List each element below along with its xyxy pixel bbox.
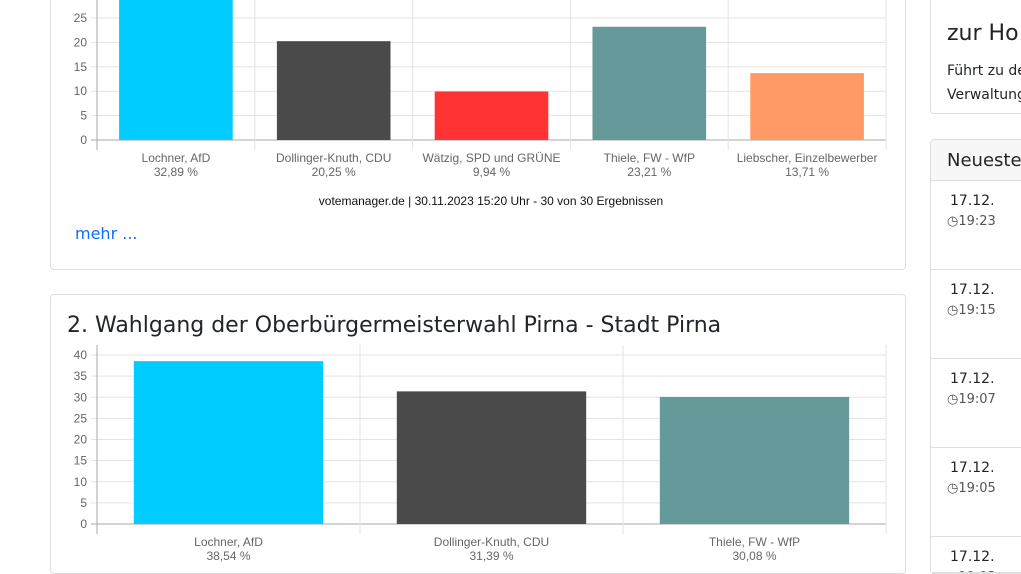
clock-icon: ◷ [947, 570, 958, 572]
clock-icon: ◷ [947, 481, 959, 496]
x-category-label: Lochner, AfD [142, 151, 211, 165]
data-label: 23,21 % [627, 165, 671, 179]
news-time-text: 19:03 [958, 570, 995, 572]
news-item[interactable]: 17.12. ◷19:05 [931, 448, 1021, 537]
y-tick-label: 30 [74, 390, 88, 404]
news-time-text: 19:05 [958, 481, 996, 496]
x-category-label: Dollinger-Knuth, CDU [276, 151, 391, 165]
x-category-label: Lochner, AfD [194, 535, 263, 549]
news-header-title: Neueste [947, 150, 1021, 171]
y-tick-label: 20 [74, 35, 88, 49]
data-label: 32,89 % [154, 165, 198, 179]
news-date: 17.12. [950, 460, 995, 476]
news-date: 17.12. [950, 549, 995, 565]
clock-icon: ◷ [947, 303, 959, 318]
y-tick-label: 25 [74, 411, 88, 425]
news-time-text: 19:07 [958, 392, 996, 407]
news-time: ◷19:03 [947, 570, 996, 572]
news-item[interactable]: 17.12. ◷19:03 [931, 537, 1021, 573]
y-tick-label: 10 [74, 475, 88, 489]
news-time: ◷19:23 [947, 214, 996, 229]
more-link[interactable]: mehr ... [75, 224, 138, 243]
clock-icon: ◷ [947, 392, 959, 407]
section-title: 2. Wahlgang der Oberbürgermeisterwahl Pi… [67, 313, 722, 338]
bar-1 [276, 41, 391, 140]
data-label: 31,39 % [469, 549, 513, 563]
homepage-title: zur Ho [947, 21, 1019, 46]
data-label: 9,94 % [473, 165, 511, 179]
news-date: 17.12. [950, 193, 995, 209]
news-time: ◷19:05 [947, 481, 996, 496]
homepage-desc-2: Verwaltung [947, 87, 1021, 103]
news-date: 17.12. [950, 371, 995, 387]
bar-2 [434, 91, 549, 140]
bar-0 [133, 361, 324, 524]
y-tick-label: 0 [80, 517, 87, 531]
y-tick-label: 40 [74, 348, 88, 362]
news-date: 17.12. [950, 282, 995, 298]
y-tick-label: 35 [74, 369, 88, 383]
homepage-desc-1: Führt zu de [947, 63, 1021, 79]
y-tick-label: 15 [74, 454, 88, 468]
y-tick-label: 5 [80, 496, 87, 510]
x-category-label: Dollinger-Knuth, CDU [434, 535, 549, 549]
y-tick-label: 5 [80, 109, 87, 123]
y-tick-label: 20 [74, 433, 88, 447]
news-header: Neueste [931, 140, 1021, 181]
x-category-label: Thiele, FW - WfP [604, 151, 695, 165]
bar-3 [592, 26, 707, 140]
clock-icon: ◷ [947, 214, 959, 229]
news-time: ◷19:15 [947, 303, 996, 318]
bar-1 [396, 391, 587, 524]
y-tick-label: 10 [74, 84, 88, 98]
y-tick-label: 15 [74, 60, 88, 74]
data-label: 38,54 % [206, 549, 250, 563]
x-category-label: Thiele, FW - WfP [709, 535, 800, 549]
news-card: Neueste 17.12. ◷19:23 17.12. ◷19:15 17.12. ◷1… [930, 139, 1021, 574]
data-label: 20,25 % [312, 165, 356, 179]
bar-2 [659, 396, 850, 524]
news-time-text: 19:15 [958, 303, 996, 318]
data-label: 30,08 % [732, 549, 776, 563]
homepage-card[interactable]: zur Ho Führt zu de Verwaltung [930, 0, 1021, 114]
y-tick-label: 25 [74, 11, 88, 25]
bar-4 [750, 73, 864, 140]
y-tick-label: 0 [80, 133, 87, 147]
chart-source: votemanager.de | 30.11.2023 15:20 Uhr - … [319, 194, 663, 208]
news-item[interactable]: 17.12. ◷19:15 [931, 270, 1021, 359]
news-time: ◷19:07 [947, 392, 996, 407]
news-time-text: 19:23 [958, 214, 996, 229]
data-label: 13,71 % [785, 165, 829, 179]
bar-0 [119, 0, 233, 141]
news-item[interactable]: 17.12. ◷19:07 [931, 359, 1021, 448]
x-category-label: Liebscher, Einzelbewerber [737, 151, 878, 165]
news-item[interactable]: 17.12. ◷19:23 [931, 181, 1021, 270]
x-category-label: Wätzig, SPD und GRÜNE [422, 151, 560, 165]
